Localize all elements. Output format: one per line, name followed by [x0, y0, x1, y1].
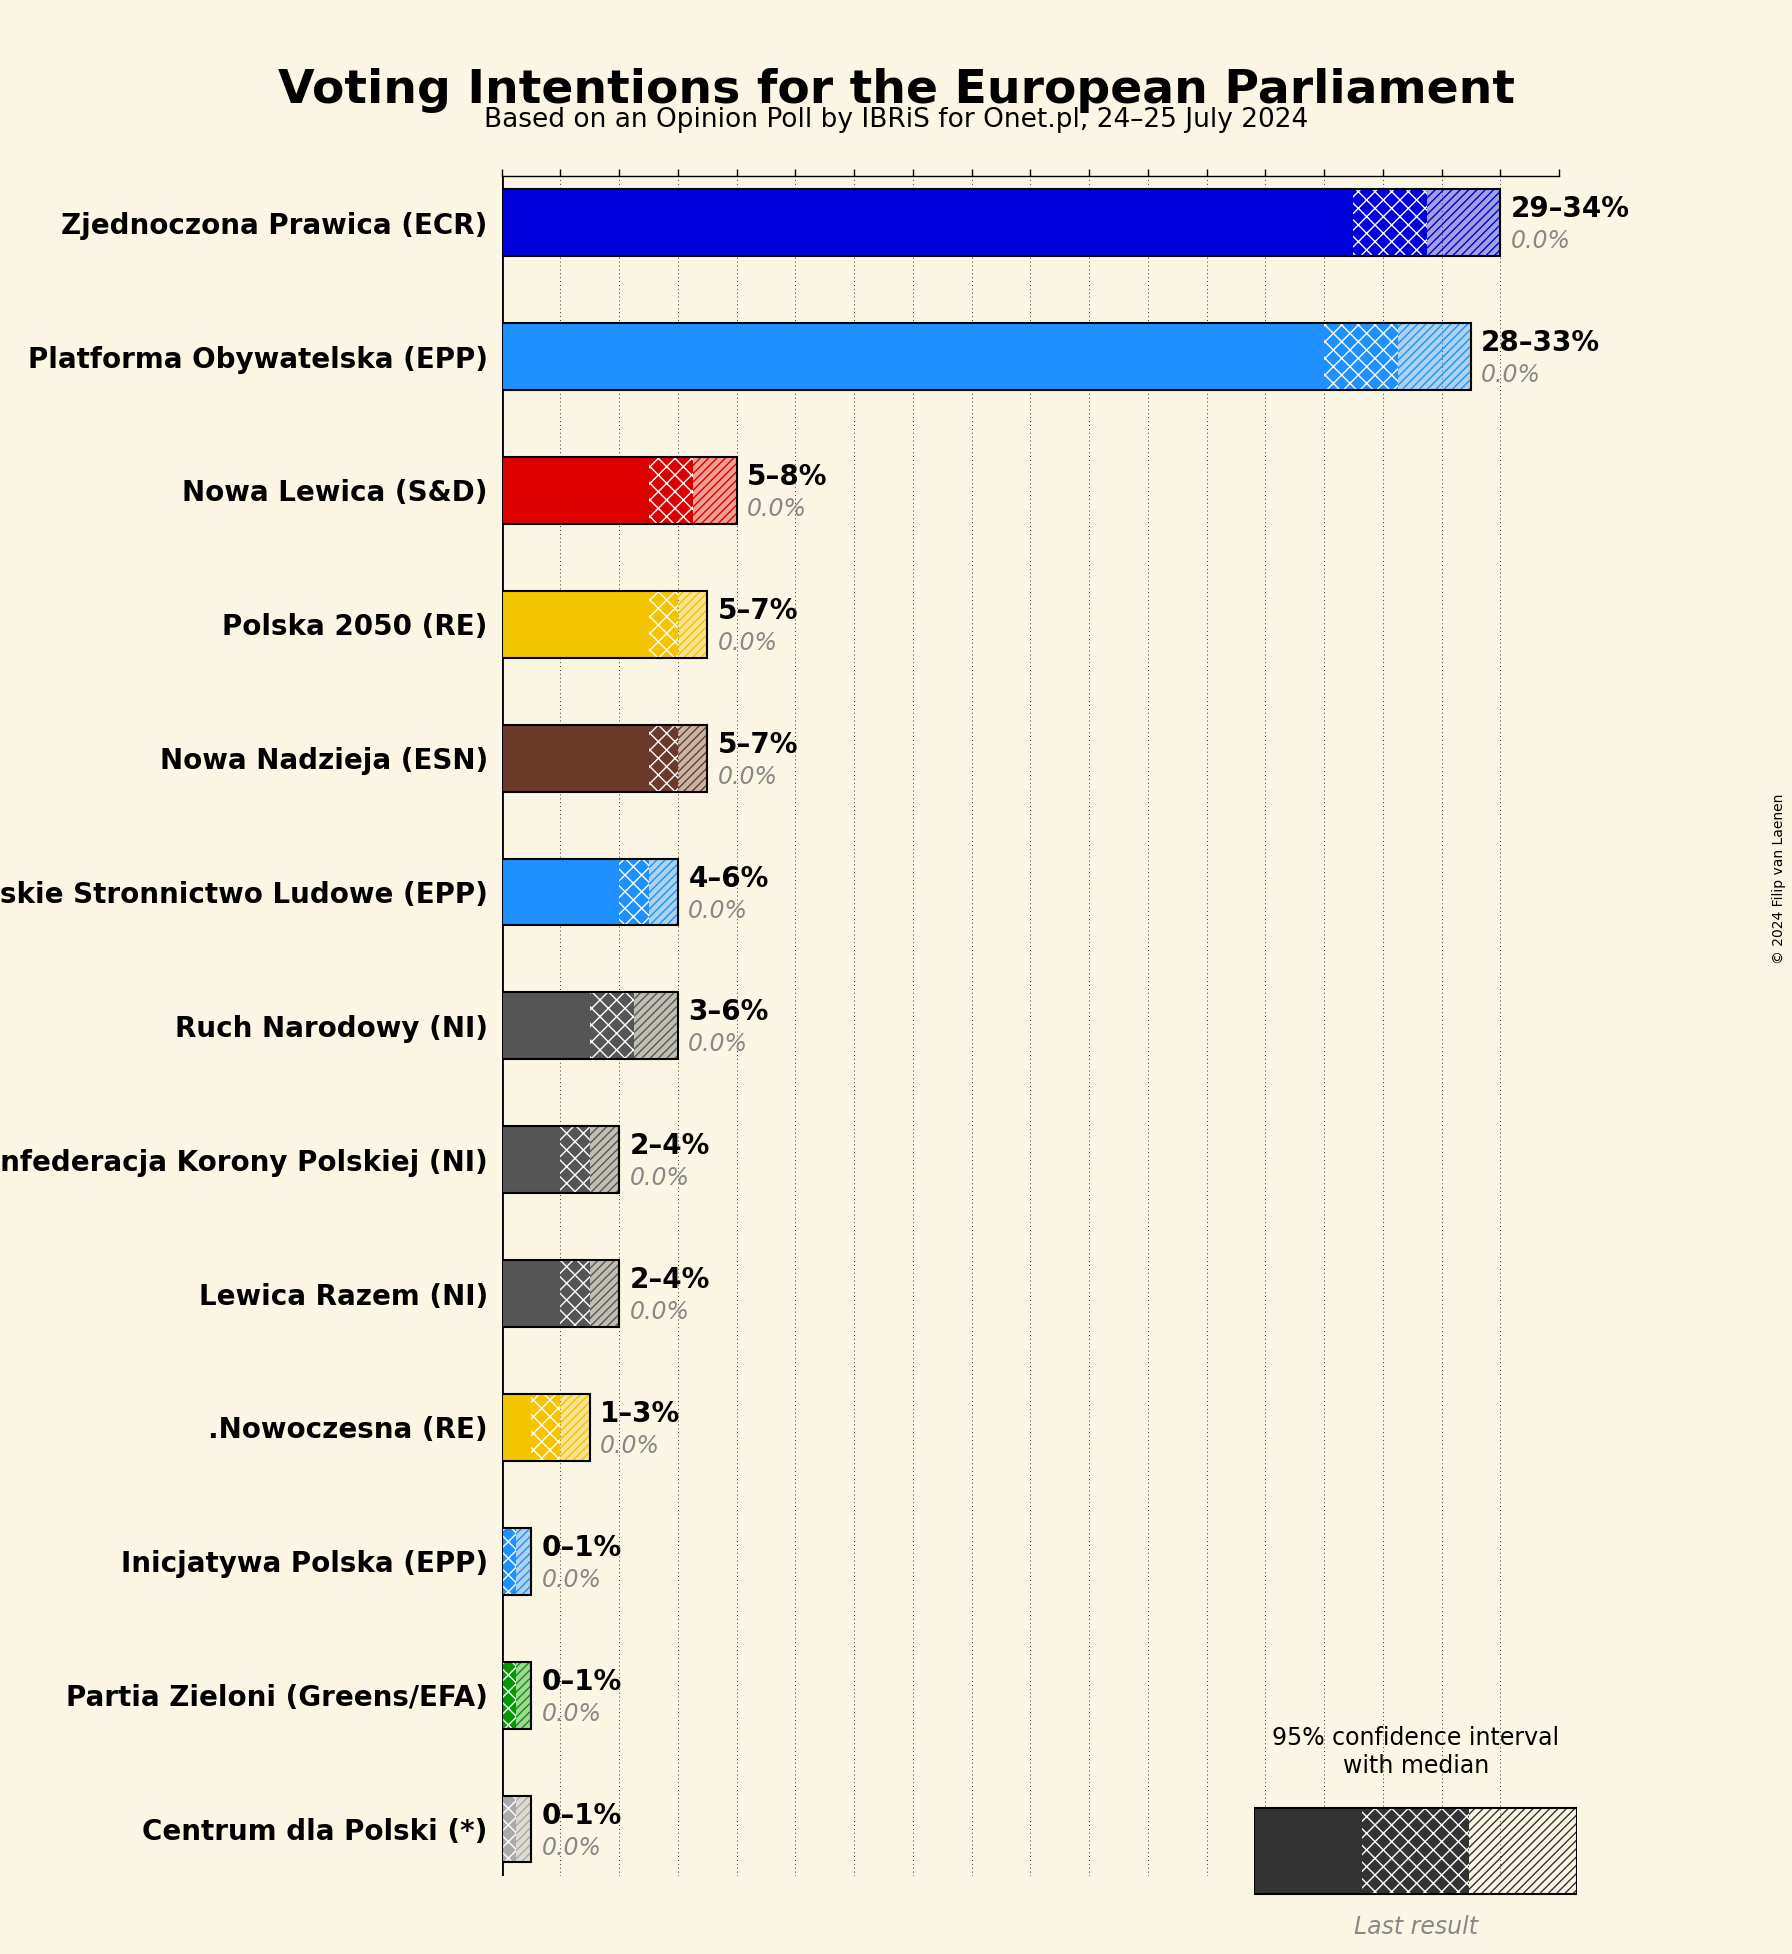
Bar [590, 1260, 620, 1327]
Bar [1362, 1809, 1469, 1895]
Bar [502, 858, 677, 926]
Bar [1426, 190, 1500, 256]
Bar [502, 322, 1324, 391]
Bar [502, 1528, 530, 1594]
Bar [502, 993, 677, 1059]
Text: 5–8%: 5–8% [747, 463, 828, 490]
Text: 0–1%: 0–1% [541, 1534, 622, 1561]
Bar [677, 590, 708, 658]
Text: Voting Intentions for the European Parliament: Voting Intentions for the European Parli… [278, 68, 1514, 113]
Bar [649, 858, 677, 926]
Bar [677, 725, 708, 791]
Bar [502, 1661, 530, 1729]
Text: 5–7%: 5–7% [717, 731, 797, 758]
Bar [516, 1796, 530, 1862]
Bar [502, 1126, 620, 1194]
Text: 0.0%: 0.0% [629, 1299, 690, 1325]
Text: 3–6%: 3–6% [688, 998, 769, 1026]
Text: 5–7%: 5–7% [717, 596, 797, 625]
Bar [502, 1796, 530, 1862]
Bar [502, 1393, 590, 1462]
Bar [502, 725, 649, 791]
Bar [677, 725, 708, 791]
Bar [502, 590, 649, 658]
Bar [502, 1661, 516, 1729]
Text: 1–3%: 1–3% [600, 1399, 681, 1428]
Text: 0.0%: 0.0% [1482, 363, 1541, 387]
Bar [502, 322, 1471, 391]
Text: 29–34%: 29–34% [1511, 195, 1629, 223]
Bar [502, 1260, 561, 1327]
Bar [1398, 322, 1471, 391]
Text: 0.0%: 0.0% [541, 1567, 602, 1593]
Bar [516, 1796, 530, 1862]
Bar [634, 993, 677, 1059]
Bar [502, 725, 708, 791]
Bar [502, 993, 590, 1059]
Text: Based on an Opinion Poll by IBRiS for Onet.pl, 24–25 July 2024: Based on an Opinion Poll by IBRiS for On… [484, 107, 1308, 133]
Bar [1353, 190, 1426, 256]
Bar [561, 1393, 590, 1462]
Bar [1469, 1809, 1577, 1895]
Bar [620, 858, 649, 926]
Bar [694, 457, 737, 524]
Text: 28–33%: 28–33% [1482, 328, 1600, 358]
Bar [502, 457, 649, 524]
Bar [1324, 322, 1398, 391]
Bar [502, 190, 1500, 256]
Text: Last result: Last result [1353, 1915, 1478, 1938]
Text: 0–1%: 0–1% [541, 1802, 622, 1829]
Bar [590, 993, 634, 1059]
Text: 2–4%: 2–4% [629, 1266, 710, 1294]
Text: 0.0%: 0.0% [541, 1835, 602, 1860]
Bar [590, 1260, 620, 1327]
Text: 0.0%: 0.0% [717, 764, 778, 789]
Bar [502, 1393, 530, 1462]
Text: © 2024 Filip van Laenen: © 2024 Filip van Laenen [1772, 793, 1787, 965]
Text: 0.0%: 0.0% [629, 1167, 690, 1190]
Bar [649, 457, 694, 524]
Bar [1254, 1809, 1577, 1895]
Bar [1426, 190, 1500, 256]
Bar [516, 1661, 530, 1729]
Bar [649, 858, 677, 926]
Text: 2–4%: 2–4% [629, 1131, 710, 1161]
Text: 0.0%: 0.0% [688, 899, 749, 922]
Bar [502, 457, 737, 524]
Text: 0.0%: 0.0% [600, 1434, 659, 1458]
Text: 95% confidence interval
with median: 95% confidence interval with median [1272, 1725, 1559, 1778]
Text: 4–6%: 4–6% [688, 864, 769, 893]
Bar [516, 1528, 530, 1594]
Bar [530, 1393, 561, 1462]
Bar [502, 1528, 516, 1594]
Bar [590, 1126, 620, 1194]
Bar [1398, 322, 1471, 391]
Text: 0.0%: 0.0% [717, 631, 778, 655]
Bar [1254, 1809, 1362, 1895]
Bar [516, 1528, 530, 1594]
Text: 0.0%: 0.0% [541, 1702, 602, 1725]
Bar [516, 1661, 530, 1729]
Text: 0.0%: 0.0% [747, 496, 806, 522]
Text: 0–1%: 0–1% [541, 1669, 622, 1696]
Bar [502, 190, 1353, 256]
Bar [561, 1393, 590, 1462]
Bar [634, 993, 677, 1059]
Bar [694, 457, 737, 524]
Bar [502, 1796, 516, 1862]
Bar [590, 1126, 620, 1194]
Bar [502, 858, 620, 926]
Bar [502, 1260, 620, 1327]
Text: 0.0%: 0.0% [1511, 229, 1570, 254]
Bar [502, 1126, 561, 1194]
Bar [677, 590, 708, 658]
Bar [561, 1260, 590, 1327]
Bar [649, 725, 677, 791]
Bar [649, 590, 677, 658]
Text: 0.0%: 0.0% [688, 1032, 749, 1057]
Bar [502, 590, 708, 658]
Bar [561, 1126, 590, 1194]
